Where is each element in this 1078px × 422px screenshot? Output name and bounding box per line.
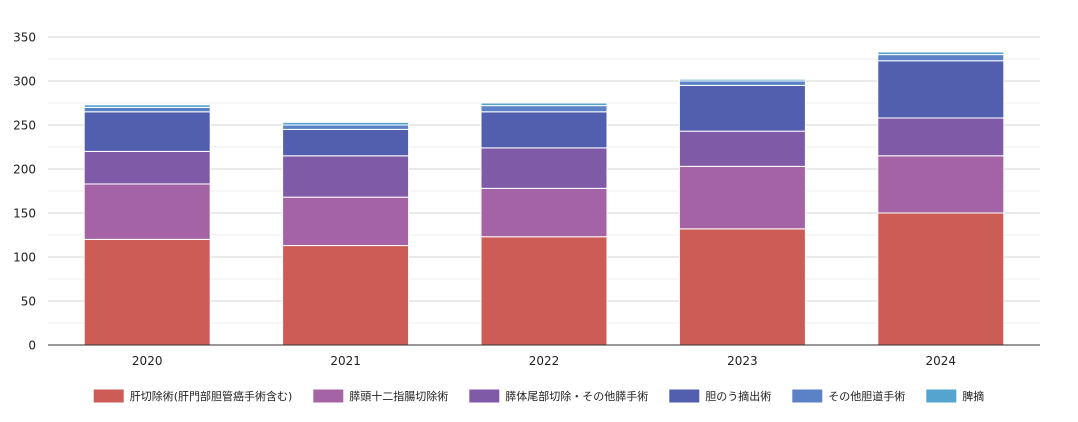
bar-segment [678, 78, 806, 82]
legend-item: 胆のう摘出術 [669, 389, 771, 403]
bar-segment [282, 124, 410, 130]
y-tick-label: 100 [13, 251, 36, 265]
bars-layer [83, 51, 1005, 346]
legend-swatch [313, 389, 344, 403]
legend-swatch [926, 389, 957, 403]
y-tick-label: 200 [13, 163, 36, 177]
legend-swatch [93, 389, 124, 403]
legend-swatch [469, 389, 500, 403]
legend-label: 膵体尾部切除・その他膵手術 [505, 389, 648, 403]
x-tick-label: 2023 [727, 354, 758, 368]
bar-segment [282, 128, 410, 157]
bar-segment [877, 117, 1005, 157]
legend-item: 膵頭十二指腸切除術 [313, 389, 448, 403]
axis-layer: 0 50 100 150 200 250 300 350 2020 2021 2022 2023 202… [13, 31, 1040, 368]
bar-segment [480, 187, 608, 238]
bar-segment [678, 165, 806, 230]
bar-segment [877, 212, 1005, 346]
y-tick-label: 350 [13, 31, 36, 45]
bar-segment [678, 84, 806, 132]
legend-label: 膵頭十二指腸切除術 [349, 389, 448, 403]
bar-segment [877, 54, 1005, 62]
bar-segment [678, 130, 806, 167]
y-tick-label: 150 [13, 207, 36, 221]
x-tick-label: 2022 [529, 354, 560, 368]
x-tick-label: 2020 [132, 354, 163, 368]
bar-segment [282, 245, 410, 346]
legend: 肝切除術(肝門部胆管癌手術含む) 膵頭十二指腸切除術 膵体尾部切除・その他膵手術 胆の… [93, 389, 984, 403]
x-tick-label: 2024 [926, 354, 957, 368]
bar-segment [83, 111, 211, 152]
bar-segment [480, 147, 608, 189]
bar-segment [83, 238, 211, 346]
legend-label: 肝切除術(肝門部胆管癌手術含む) [130, 389, 293, 403]
bar-segment [282, 121, 410, 126]
bar-segment [282, 155, 410, 198]
legend-item: その他胆道手術 [792, 389, 905, 403]
bar-segment [480, 236, 608, 346]
legend-swatch [669, 389, 700, 403]
legend-label: 胆のう摘出術 [705, 389, 771, 403]
bar-segment [480, 102, 608, 107]
y-tick-label: 50 [21, 295, 36, 309]
bar-segment [83, 183, 211, 240]
bar-segment [877, 155, 1005, 214]
bar-segment [480, 105, 608, 113]
x-tick-label: 2021 [330, 354, 361, 368]
legend-item: 脾摘 [926, 389, 984, 403]
bar-segment [83, 104, 211, 108]
legend-label: 脾摘 [962, 389, 984, 403]
legend-label: その他胆道手術 [828, 389, 905, 403]
bar-segment [282, 196, 410, 247]
bar-segment [678, 228, 806, 346]
bar-segment [83, 106, 211, 113]
legend-item: 肝切除術(肝門部胆管癌手術含む) [93, 389, 293, 403]
legend-swatch [792, 389, 823, 403]
bar-segment [678, 80, 806, 86]
bar-segment [877, 51, 1005, 56]
bar-segment [480, 111, 608, 149]
y-tick-label: 300 [13, 75, 36, 89]
y-tick-label: 0 [28, 339, 36, 353]
bar-segment [83, 150, 211, 185]
legend-item: 膵体尾部切除・その他膵手術 [469, 389, 648, 403]
bar-segment [877, 60, 1005, 119]
y-tick-label: 250 [13, 119, 36, 133]
